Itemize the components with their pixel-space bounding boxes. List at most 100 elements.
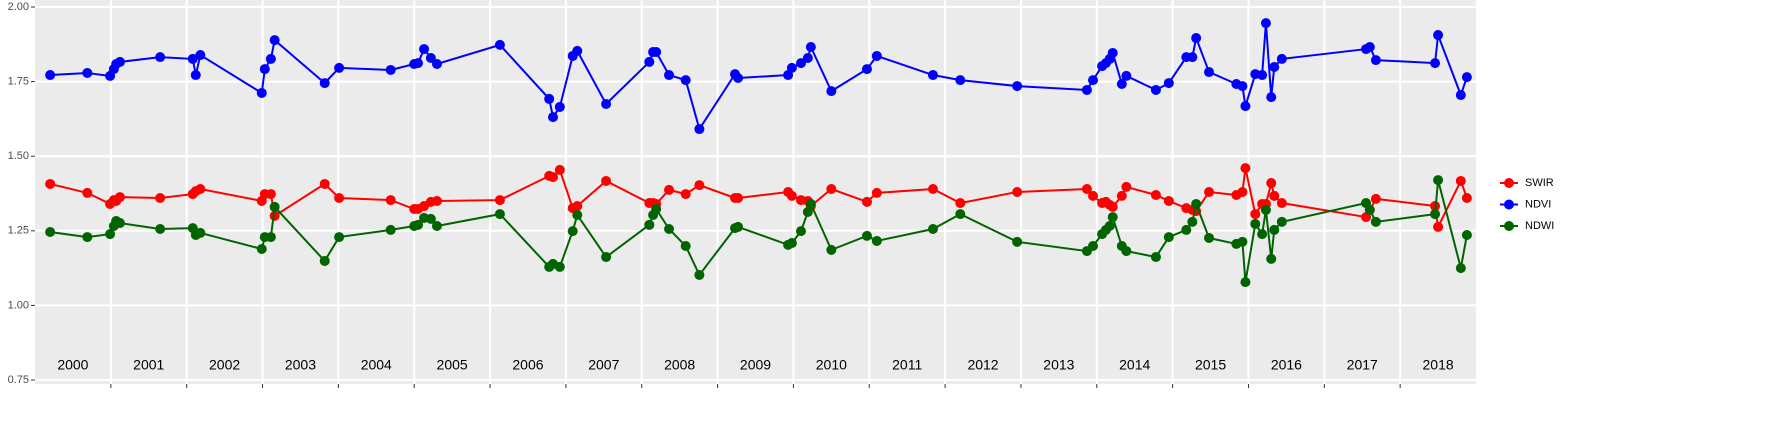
point (644, 219, 655, 230)
point (826, 184, 837, 195)
point (826, 86, 837, 97)
point (1150, 84, 1161, 95)
point (1266, 253, 1277, 264)
point (114, 56, 125, 67)
point (733, 221, 744, 232)
point (256, 244, 267, 255)
point (45, 178, 56, 189)
point (554, 164, 565, 175)
point (1181, 224, 1192, 235)
point (861, 196, 872, 207)
point (1269, 224, 1280, 235)
point (664, 70, 675, 81)
point (334, 192, 345, 203)
y-tick-label: 1.75 (8, 76, 29, 88)
year-label: 2017 (1347, 357, 1378, 373)
year-label: 2005 (437, 357, 468, 373)
point (195, 184, 206, 195)
series-line (50, 179, 1468, 283)
legend-label: NDWI (1525, 220, 1554, 232)
year-label: 2011 (892, 357, 922, 373)
point (319, 178, 330, 189)
point (786, 190, 797, 201)
year-label: 2008 (664, 357, 695, 373)
y-tick-label: 2.00 (8, 1, 29, 13)
point (680, 241, 691, 252)
point (256, 87, 267, 98)
point (548, 172, 559, 183)
year-label: 2013 (1043, 357, 1074, 373)
point (1087, 241, 1098, 252)
point (805, 41, 816, 52)
point (413, 58, 424, 69)
point (155, 224, 166, 235)
point (1187, 216, 1198, 227)
point (796, 226, 807, 237)
year-label: 2007 (588, 357, 619, 373)
point (1104, 221, 1115, 232)
point (1012, 236, 1023, 247)
point (955, 209, 966, 220)
y-tick-label: 1.25 (8, 225, 29, 237)
point (1081, 84, 1092, 95)
legend-key-point (1504, 199, 1514, 210)
point (1121, 246, 1132, 257)
year-label: 2014 (1119, 357, 1150, 373)
point (664, 224, 675, 235)
point (155, 192, 166, 203)
point (694, 269, 705, 280)
point (572, 201, 583, 212)
point (431, 58, 442, 69)
point (265, 189, 276, 200)
point (1107, 212, 1118, 223)
point (1276, 216, 1287, 227)
point (1276, 53, 1287, 64)
point (1455, 263, 1466, 274)
point (554, 101, 565, 112)
point (651, 47, 662, 58)
point (265, 53, 276, 64)
point (786, 238, 797, 249)
point (861, 64, 872, 75)
point (82, 67, 93, 78)
point (1250, 218, 1261, 229)
point (567, 226, 578, 237)
point (1250, 209, 1261, 220)
point (927, 70, 938, 81)
point (572, 45, 583, 56)
point (1461, 229, 1472, 240)
year-label: 2010 (816, 357, 847, 373)
point (114, 218, 125, 229)
point (334, 62, 345, 73)
point (195, 50, 206, 61)
point (1370, 216, 1381, 227)
point (385, 64, 396, 75)
point (1269, 190, 1280, 201)
point (1116, 78, 1127, 89)
legend-key-point (1504, 221, 1514, 231)
point (45, 226, 56, 237)
point (413, 219, 424, 230)
point (927, 224, 938, 235)
point (601, 98, 612, 109)
year-label: 2001 (133, 357, 164, 373)
legend-key-point (1504, 178, 1514, 188)
year-label: 2002 (209, 357, 240, 373)
point (1370, 193, 1381, 204)
point (871, 235, 882, 246)
point (871, 187, 882, 198)
point (544, 93, 555, 104)
point (1237, 236, 1248, 247)
point (494, 195, 505, 206)
year-label: 2012 (967, 357, 998, 373)
year-label: 2015 (1195, 357, 1226, 373)
year-label: 2009 (740, 357, 771, 373)
point (1257, 70, 1268, 81)
point (733, 73, 744, 84)
point (651, 204, 662, 215)
point (269, 201, 280, 212)
point (190, 70, 201, 81)
point (431, 221, 442, 232)
point (871, 50, 882, 61)
